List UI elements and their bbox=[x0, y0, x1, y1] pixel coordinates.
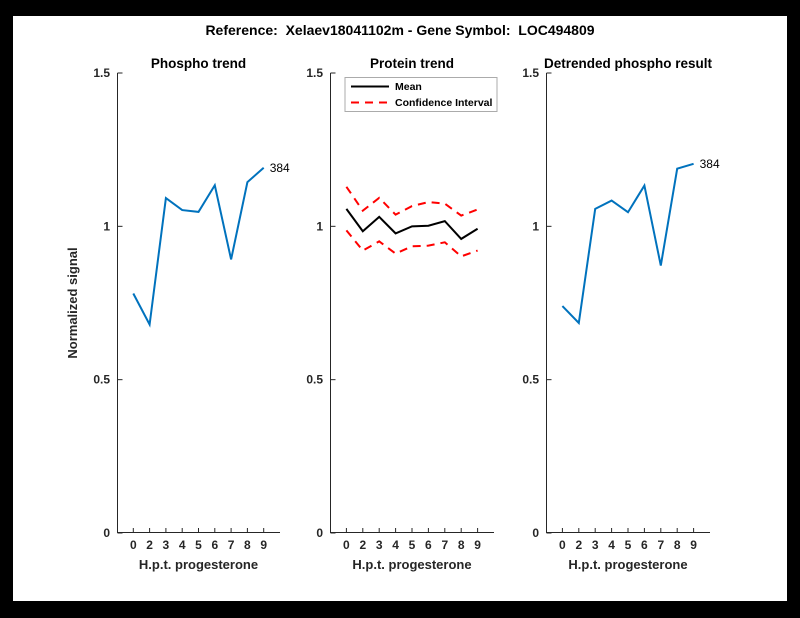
y-tick-label: 1 bbox=[316, 219, 323, 233]
y-tick-label: 1 bbox=[532, 219, 539, 233]
figure-canvas: Reference: Xelaev18041102m - Gene Symbol… bbox=[13, 16, 787, 601]
x-tick-label: 4 bbox=[179, 538, 186, 552]
x-tick-label: 2 bbox=[575, 538, 582, 552]
x-tick-label: 2 bbox=[359, 538, 366, 552]
y-tick-label: 0 bbox=[532, 526, 539, 540]
x-tick-label: 4 bbox=[392, 538, 399, 552]
x-tick-label: 7 bbox=[441, 538, 448, 552]
x-axis-label: H.p.t. progesterone bbox=[352, 557, 471, 572]
x-tick-label: 8 bbox=[674, 538, 681, 552]
y-tick-label: 1.5 bbox=[306, 66, 323, 80]
x-tick-label: 0 bbox=[130, 538, 137, 552]
x-tick-label: 4 bbox=[608, 538, 615, 552]
y-tick-label: 0.5 bbox=[306, 373, 323, 387]
x-tick-label: 2 bbox=[146, 538, 153, 552]
x-tick-label: 6 bbox=[425, 538, 432, 552]
x-tick-label: 9 bbox=[474, 538, 481, 552]
series-line-phospho bbox=[132, 167, 265, 328]
x-tick-label: 5 bbox=[625, 538, 632, 552]
x-tick-label: 0 bbox=[343, 538, 350, 552]
y-axis-label: Normalized signal bbox=[65, 247, 80, 358]
legend-box bbox=[344, 77, 498, 112]
subplot-title-phospho: Phospho trend bbox=[151, 56, 246, 71]
legend-label: Mean bbox=[395, 81, 422, 93]
x-tick-label: 9 bbox=[690, 538, 697, 552]
series-line-ci-upper bbox=[345, 186, 478, 217]
y-tick-label: 1.5 bbox=[522, 66, 539, 80]
phospho-trend-chart: Phospho trend H.p.t. progesterone Normal… bbox=[65, 56, 290, 572]
y-tick-label: 0.5 bbox=[522, 373, 539, 387]
series-line-detrended-phospho bbox=[561, 162, 694, 326]
series-end-label: 384 bbox=[700, 157, 720, 171]
y-tick-label: 1 bbox=[103, 219, 110, 233]
subplot-title-detrended: Detrended phospho result bbox=[544, 56, 713, 71]
x-tick-label: 6 bbox=[641, 538, 648, 552]
x-tick-label: 9 bbox=[260, 538, 267, 552]
x-tick-label: 6 bbox=[211, 538, 218, 552]
x-tick-label: 8 bbox=[458, 538, 465, 552]
legend: Mean Confidence Interval bbox=[344, 77, 498, 112]
axis-spines bbox=[546, 73, 710, 533]
x-tick-label: 7 bbox=[657, 538, 664, 552]
protein-trend-chart: Protein trend H.p.t. progesterone 0 0.5 1 1… bbox=[306, 56, 498, 572]
x-tick-label: 3 bbox=[376, 538, 383, 552]
legend-label: Confidence Interval bbox=[395, 97, 493, 109]
x-tick-label: 3 bbox=[592, 538, 599, 552]
x-axis-label: H.p.t. progesterone bbox=[139, 557, 258, 572]
x-tick-label: 0 bbox=[559, 538, 566, 552]
detrended-phospho-chart: Detrended phospho result H.p.t. progeste… bbox=[522, 56, 720, 572]
y-tick-label: 0 bbox=[103, 526, 110, 540]
y-tick-label: 0 bbox=[316, 526, 323, 540]
x-tick-label: 7 bbox=[228, 538, 235, 552]
series-line-ci-lower bbox=[345, 229, 478, 258]
series-end-label: 384 bbox=[270, 161, 290, 175]
x-axis-label: H.p.t. progesterone bbox=[568, 557, 687, 572]
axis-spines bbox=[117, 73, 280, 533]
y-tick-label: 1.5 bbox=[93, 66, 110, 80]
series-line-mean bbox=[345, 208, 479, 241]
y-tick-label: 0.5 bbox=[93, 373, 110, 387]
x-tick-label: 8 bbox=[244, 538, 251, 552]
axis-spines bbox=[330, 73, 494, 533]
figure-title: Reference: Xelaev18041102m - Gene Symbol… bbox=[205, 22, 595, 38]
x-tick-label: 5 bbox=[409, 538, 416, 552]
subplot-title-protein: Protein trend bbox=[370, 56, 454, 71]
x-tick-label: 5 bbox=[195, 538, 202, 552]
x-tick-label: 3 bbox=[163, 538, 170, 552]
